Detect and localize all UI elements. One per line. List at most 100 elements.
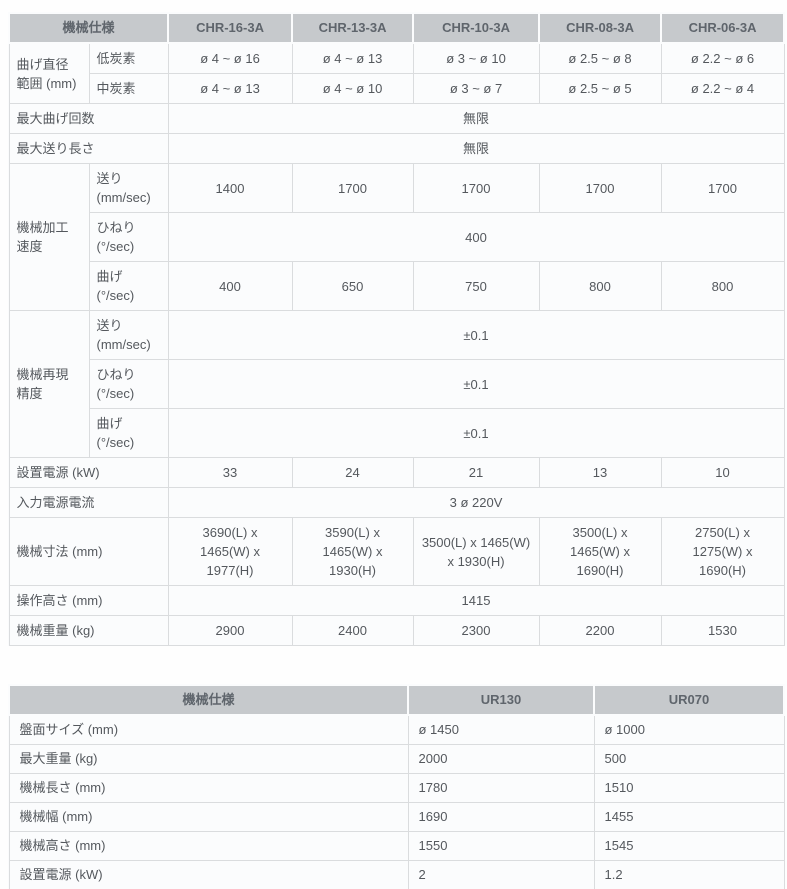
table-row: 盤面サイズ (mm) ø 1450 ø 1000 <box>8 714 785 745</box>
value-cell: 2400 <box>291 615 414 646</box>
table-row: 最大重量 (kg) 2000 500 <box>8 744 785 774</box>
value-cell: 21 <box>412 457 540 488</box>
row-sublabel-feed-speed: 送り (mm/sec) <box>88 163 169 213</box>
value-cell: 3690(L) x 1465(W) x 1977(H) <box>167 517 293 586</box>
value-cell-span: 1415 <box>167 585 785 616</box>
row-sublabel-mid-carbon: 中炭素 <box>88 73 169 104</box>
value-cell: 400 <box>167 261 293 311</box>
value-cell: 1510 <box>593 773 785 803</box>
value-cell-span: ±0.1 <box>167 408 785 458</box>
table-row: 機械再現精度 送り (mm/sec) ±0.1 <box>8 310 785 458</box>
table-row: 操作高さ (mm) 1415 <box>8 585 785 616</box>
row-label-dimensions: 機械寸法 (mm) <box>8 517 169 586</box>
value-cell: 3500(L) x 1465(W) x 1930(H) <box>412 517 540 586</box>
row-sublabel-bend-speed: 曲げ(°/sec) <box>88 261 169 311</box>
value-cell: 1400 <box>167 163 293 213</box>
table-row: 曲げ直径範囲 (mm) 低炭素 ø 4 ~ ø 16 ø 4 ~ ø 13 ø … <box>8 42 785 104</box>
table-title-cell: 機械仕様 <box>7 12 170 44</box>
row-label-table-size: 盤面サイズ (mm) <box>8 714 409 745</box>
table-row: 曲げ(°/sec) 400 650 750 800 800 <box>9 261 785 311</box>
row-label-machine-speed: 機械加工速度 <box>8 163 90 311</box>
value-cell: 500 <box>593 744 785 774</box>
column-header-chr-08: CHR-08-3A <box>538 12 663 44</box>
row-label-machine-weight: 機械重量 (kg) <box>8 615 169 646</box>
value-cell: 800 <box>538 261 662 311</box>
column-header-ur130: UR130 <box>407 684 595 716</box>
table-row: 機械重量 (kg) 2900 2400 2300 2200 1530 <box>8 615 785 646</box>
column-header-chr-10: CHR-10-3A <box>412 12 541 44</box>
value-cell: 1700 <box>538 163 662 213</box>
row-label-bend-range: 曲げ直径範囲 (mm) <box>8 42 90 104</box>
value-cell: 650 <box>291 261 414 311</box>
row-label-machine-length: 機械長さ (mm) <box>8 773 409 803</box>
row-sublabel-low-carbon: 低炭素 <box>88 42 169 74</box>
value-cell-span: 無限 <box>167 133 785 164</box>
table-row: 機械幅 (mm) 1690 1455 <box>8 802 785 832</box>
table-row: 中炭素 ø 4 ~ ø 13 ø 4 ~ ø 10 ø 3 ~ ø 7 ø 2.… <box>9 73 785 104</box>
value-cell: ø 2.2 ~ ø 4 <box>660 73 785 104</box>
column-header-chr-06: CHR-06-3A <box>660 12 786 44</box>
value-cell: ø 2.5 ~ ø 8 <box>538 42 662 74</box>
value-cell: 24 <box>291 457 414 488</box>
value-cell: 1700 <box>412 163 540 213</box>
value-cell: ø 4 ~ ø 13 <box>291 42 414 74</box>
row-sublabel-twist-speed: ひねり (°/sec) <box>88 212 169 262</box>
table-header-row: 機械仕様 UR130 UR070 <box>8 684 785 716</box>
value-cell-span: 無限 <box>167 103 785 134</box>
value-cell-span: ±0.1 <box>167 359 785 409</box>
value-cell: 1545 <box>593 831 785 861</box>
table-row: ひねり (°/sec) 400 <box>9 212 785 262</box>
table-row: 機械加工速度 送り (mm/sec) 1400 1700 1700 1700 1… <box>8 163 785 311</box>
value-cell: 1700 <box>660 163 785 213</box>
table-header-row: 機械仕様 CHR-16-3A CHR-13-3A CHR-10-3A CHR-0… <box>7 12 786 44</box>
value-cell: ø 4 ~ ø 13 <box>167 73 293 104</box>
chr-spec-table: 機械仕様 CHR-16-3A CHR-13-3A CHR-10-3A CHR-0… <box>7 12 786 646</box>
row-label-machine-width: 機械幅 (mm) <box>8 802 409 832</box>
table-row: 最大送り長さ 無限 <box>8 133 785 164</box>
table-row: 入力電源電流 3 ø 220V <box>8 487 785 518</box>
table-row: 機械高さ (mm) 1550 1545 <box>8 831 785 861</box>
value-cell: 2900 <box>167 615 293 646</box>
value-cell: 750 <box>412 261 540 311</box>
value-cell: ø 1450 <box>407 714 595 745</box>
row-sublabel-bend-precision: 曲げ(°/sec) <box>88 408 169 458</box>
row-sublabel-feed-precision: 送り (mm/sec) <box>88 310 169 360</box>
row-label-max-bends: 最大曲げ回数 <box>8 103 169 134</box>
value-cell: 2300 <box>412 615 540 646</box>
row-label-installed-power: 設置電源 (kW) <box>8 860 409 889</box>
row-label-input-power: 入力電源電流 <box>8 487 169 518</box>
value-cell: 1780 <box>407 773 595 803</box>
column-header-chr-16: CHR-16-3A <box>167 12 294 44</box>
row-label-machine-height: 機械高さ (mm) <box>8 831 409 861</box>
value-cell: 13 <box>538 457 662 488</box>
table-row: 設置電源 (kW) 33 24 21 13 10 <box>8 457 785 488</box>
value-cell: ø 2.5 ~ ø 5 <box>538 73 662 104</box>
column-header-ur070: UR070 <box>593 684 785 716</box>
table-row: 最大曲げ回数 無限 <box>8 103 785 134</box>
row-label-max-load: 最大重量 (kg) <box>8 744 409 774</box>
value-cell: ø 4 ~ ø 16 <box>167 42 293 74</box>
table-title-cell: 機械仕様 <box>8 684 409 716</box>
value-cell: 2000 <box>407 744 595 774</box>
table-row: ひねり (°/sec) ±0.1 <box>9 359 785 409</box>
value-cell: 10 <box>660 457 785 488</box>
row-label-operating-height: 操作高さ (mm) <box>8 585 169 616</box>
row-label-precision: 機械再現精度 <box>8 310 90 458</box>
row-sublabel-twist-precision: ひねり (°/sec) <box>88 359 169 409</box>
column-header-chr-13: CHR-13-3A <box>291 12 415 44</box>
table-row: 設置電源 (kW) 2 1.2 <box>8 860 785 889</box>
row-label-max-feed-length: 最大送り長さ <box>8 133 169 164</box>
value-cell: 33 <box>167 457 293 488</box>
value-cell: ø 3 ~ ø 7 <box>412 73 540 104</box>
ur-spec-table: 機械仕様 UR130 UR070 盤面サイズ (mm) ø 1450 ø 100… <box>8 684 785 889</box>
value-cell-span: 400 <box>167 212 785 262</box>
value-cell: ø 3 ~ ø 10 <box>412 42 540 74</box>
value-cell: 2200 <box>538 615 662 646</box>
value-cell: ø 2.2 ~ ø 6 <box>660 42 785 74</box>
value-cell: 1455 <box>593 802 785 832</box>
value-cell: 2750(L) x 1275(W) x 1690(H) <box>660 517 785 586</box>
value-cell: 1700 <box>291 163 414 213</box>
value-cell: 1690 <box>407 802 595 832</box>
row-label-installed-power: 設置電源 (kW) <box>8 457 169 488</box>
